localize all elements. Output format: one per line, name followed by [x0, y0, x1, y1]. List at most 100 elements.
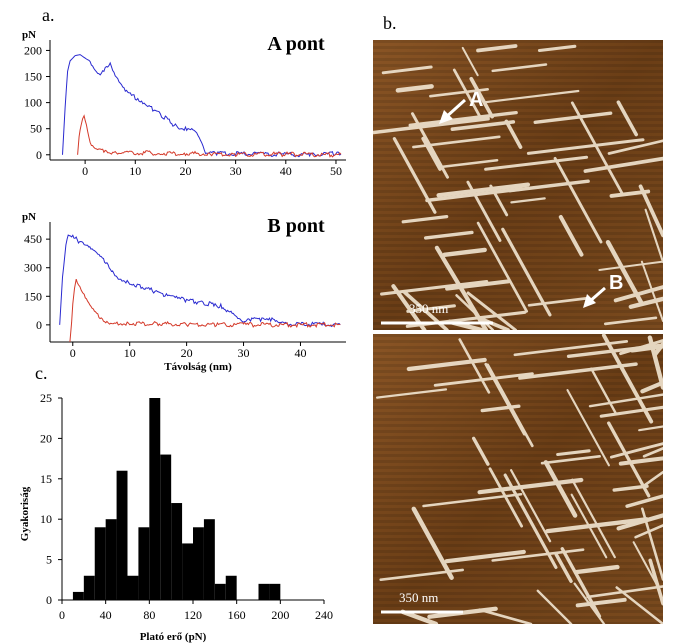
afm-fiber	[648, 558, 663, 606]
x-tick-label: 200	[271, 608, 289, 622]
afm-fiber	[513, 340, 629, 357]
afm-fiber	[590, 367, 617, 415]
afm-fiber	[615, 586, 663, 624]
histogram-bar	[193, 527, 204, 600]
afm-fiber	[400, 609, 439, 624]
afm-fiber	[638, 425, 663, 432]
afm-fiber	[628, 296, 663, 309]
histogram-bar	[83, 575, 95, 600]
afm-fiber	[558, 215, 584, 257]
afm-fiber	[375, 388, 448, 399]
afm-fiber	[601, 333, 654, 424]
y-tick-label: 450	[24, 232, 42, 246]
afm-fiber	[491, 63, 548, 73]
afm-fiber	[609, 442, 663, 459]
afm-fiber	[484, 362, 526, 436]
x-tick-label: 240	[315, 608, 333, 622]
arrow-b-label: B	[609, 272, 623, 294]
histogram-bar	[214, 583, 226, 600]
series-line-1	[69, 278, 341, 343]
afm-fiber	[640, 380, 663, 394]
afm-fiber	[469, 76, 494, 119]
y-tick-label: 50	[30, 122, 42, 136]
afm-fiber	[401, 215, 449, 224]
x-tick-label: 0	[70, 346, 76, 360]
afm-fiber	[638, 184, 663, 238]
afm-fiber	[406, 304, 456, 313]
afm-fiber	[537, 44, 577, 53]
y-tick-label: 150	[24, 289, 42, 303]
y-tick-label: 15	[40, 472, 52, 486]
afm-fiber	[373, 117, 490, 135]
histogram-bar	[105, 519, 117, 600]
afm-fiber	[438, 158, 499, 169]
afm-fiber	[632, 541, 659, 587]
afm-fiber	[641, 470, 663, 488]
y-tick-label: 100	[24, 96, 42, 110]
histogram-bar	[116, 470, 128, 600]
afm-fiber	[605, 239, 644, 305]
afm-fiber	[607, 421, 651, 498]
afm-fiber	[540, 454, 601, 465]
afm-fiber	[480, 404, 521, 413]
scale-label-bottom: 350 nm	[399, 590, 438, 605]
arrow-a-label: A	[469, 89, 483, 111]
x-tick-label: 10	[124, 346, 136, 360]
afm-image-top: 350 nm A B	[373, 40, 663, 333]
series-line-0	[62, 54, 342, 158]
afm-fiber	[574, 564, 620, 575]
x-tick-label: 0	[82, 164, 88, 178]
histogram-bar	[258, 583, 270, 600]
series-line-1	[77, 114, 342, 158]
x-tick-label: 80	[143, 608, 155, 622]
panel-label-c: c.	[35, 363, 48, 383]
afm-fiber	[442, 247, 487, 258]
afm-fiber	[598, 260, 663, 271]
afm-fiber	[484, 155, 589, 171]
afm-fiber	[510, 469, 552, 543]
afm-fiber	[433, 372, 534, 387]
histogram-bar	[203, 519, 215, 600]
afm-fiber	[640, 260, 663, 322]
afm-fiber	[518, 362, 638, 380]
afm-fiber	[599, 405, 663, 418]
histogram-bar	[182, 543, 193, 600]
afm-fiber	[566, 389, 610, 467]
x-axis-label: Plató erő (pN)	[140, 631, 207, 643]
afm-fiber	[392, 137, 437, 214]
force-curve-chart-a: 0 50 100 150 200 0 10 20 30 40 50 pN A pont	[22, 29, 346, 178]
afm-fiber	[556, 449, 591, 457]
x-tick-label: 40	[294, 346, 306, 360]
afm-fiber	[503, 473, 558, 569]
x-tick-label: 120	[184, 608, 202, 622]
afm-fiber	[588, 393, 663, 408]
arrow-a-icon	[439, 98, 467, 124]
afm-fiber	[491, 548, 585, 562]
afm-fiber	[526, 138, 645, 155]
x-tick-label: 10	[129, 164, 141, 178]
afm-fiber	[644, 208, 663, 264]
afm-fiber	[476, 221, 529, 313]
histogram-chart-c: 0 5 10 15 20 25 0 40 80 120 160 200 240 Plató erő (pN…	[19, 391, 333, 643]
afm-fiber	[445, 279, 511, 291]
afm-fiber	[543, 460, 578, 518]
afm-fiber	[421, 136, 442, 171]
y-tick-label: 300	[24, 261, 42, 275]
histogram-bar	[94, 527, 106, 600]
afm-fiber	[545, 517, 649, 534]
afm-fiber	[408, 110, 518, 127]
afm-fiber	[575, 597, 627, 608]
arrow-b-icon	[583, 286, 606, 308]
y-tick-label: 10	[40, 512, 52, 526]
afm-fiber	[583, 156, 663, 173]
y-axis-label: Gyakoriság	[19, 486, 31, 541]
afm-fiber	[424, 230, 474, 240]
afm-fiber	[436, 182, 531, 198]
chart-title: A pont	[267, 33, 325, 55]
afm-fiber	[484, 89, 580, 104]
y-tick-label: 200	[24, 43, 42, 57]
afm-fiber	[379, 568, 464, 581]
y-tick-label: 5	[46, 553, 52, 567]
afm-fiber	[488, 467, 524, 528]
afm-fiber	[603, 316, 658, 326]
